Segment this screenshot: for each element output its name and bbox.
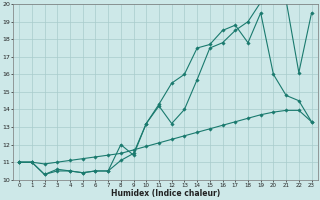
X-axis label: Humidex (Indice chaleur): Humidex (Indice chaleur)	[111, 189, 220, 198]
